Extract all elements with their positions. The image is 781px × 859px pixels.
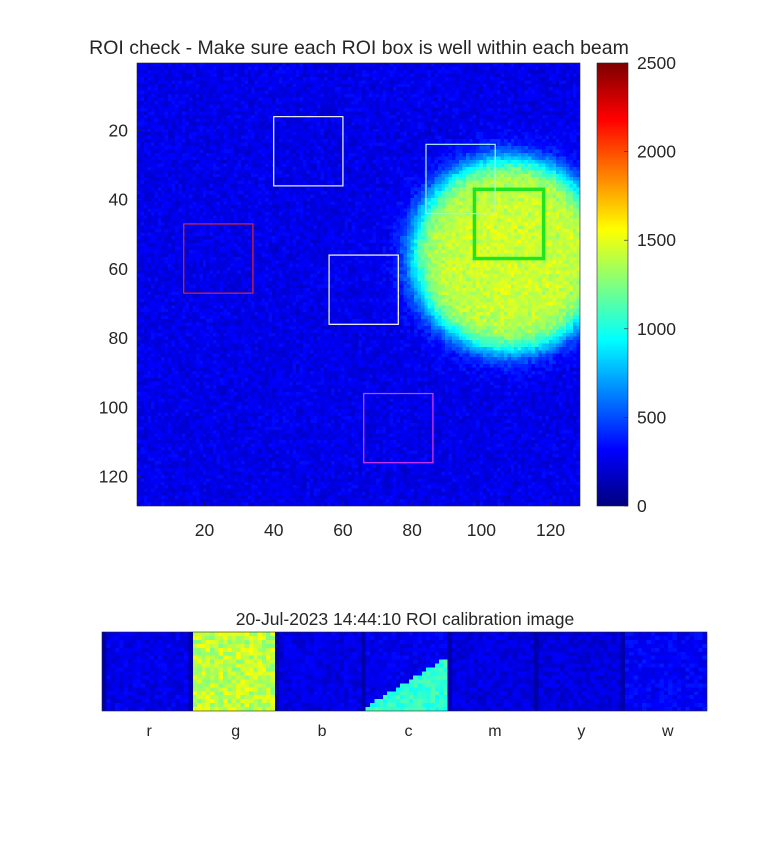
colorbar-tick-label: 1500 <box>637 230 676 250</box>
y-tick-label: 100 <box>99 397 128 417</box>
colorbar-tick-label: 1000 <box>637 319 676 339</box>
main-plot-frame <box>136 62 581 507</box>
roi-box-b <box>328 254 399 325</box>
calibration-label-c: c <box>405 723 413 740</box>
x-tick-label: 20 <box>195 520 215 540</box>
roi-box-m <box>363 392 434 464</box>
colorbar-ticks: 0 500 1000 1500 2000 2500 <box>624 53 676 516</box>
roi-box-w <box>273 116 344 187</box>
x-tick-label: 80 <box>402 520 422 540</box>
roi-box-layer <box>183 116 546 464</box>
calibration-label-w: w <box>661 723 674 740</box>
y-tick-label: 20 <box>109 120 129 140</box>
x-tick-label: 120 <box>536 520 565 540</box>
colorbar-tick-label: 0 <box>637 496 647 516</box>
calibration-strip-plot <box>101 631 708 712</box>
colorbar-tick-label: 2500 <box>637 53 676 73</box>
colorbar-tick-label: 500 <box>637 407 666 427</box>
y-tick-label: 80 <box>109 328 129 348</box>
calibration-strip-frame <box>101 631 708 712</box>
y-tick-label: 60 <box>109 259 129 279</box>
x-tick-label: 40 <box>264 520 284 540</box>
main-chart-title: ROI check - Make sure each ROI box is we… <box>89 37 629 59</box>
calibration-label-g: g <box>231 723 240 740</box>
colorbar-tick-label: 2000 <box>637 142 676 162</box>
calibration-label-b: b <box>318 723 327 740</box>
y-tick-label: 120 <box>99 467 128 487</box>
calibration-chart-title: 20-Jul-2023 14:44:10 ROI calibration ima… <box>236 609 575 629</box>
main-y-axis: 20 40 60 80 100 120 <box>99 120 142 487</box>
main-x-axis: 20 40 60 80 100 120 <box>195 501 565 540</box>
roi-box-g <box>472 187 546 261</box>
colorbar-frame <box>596 62 629 507</box>
main-heatmap-image <box>137 63 580 506</box>
x-tick-label: 60 <box>333 520 353 540</box>
calibration-label-y: y <box>577 723 585 740</box>
colorbar: 0 500 1000 1500 2000 2500 <box>596 53 676 516</box>
calibration-strip-image <box>102 632 707 711</box>
x-tick-label: 100 <box>467 520 496 540</box>
colorbar-gradient <box>597 63 628 506</box>
y-tick-label: 40 <box>109 190 129 210</box>
roi-box-c <box>425 143 496 215</box>
roi-box-r <box>183 223 254 294</box>
main-heatmap-plot <box>136 62 581 507</box>
calibration-label-r: r <box>147 723 153 740</box>
calibration-label-m: m <box>488 723 501 740</box>
